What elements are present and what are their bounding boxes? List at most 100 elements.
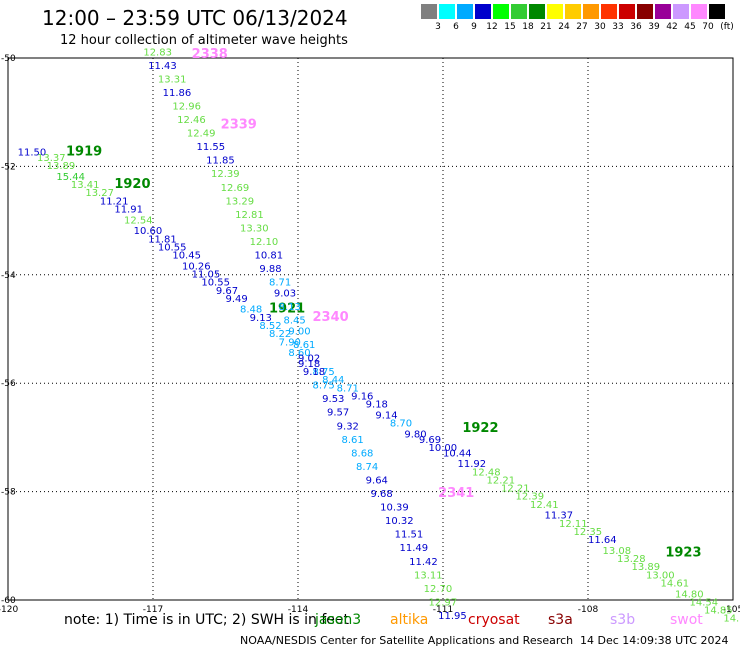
color-swatch-label: 18 bbox=[522, 22, 534, 32]
satellite-legend-item: s3a bbox=[548, 612, 573, 628]
wave-height-value: 10.00 bbox=[429, 443, 458, 454]
wave-height-value: 11.21 bbox=[100, 196, 129, 207]
wave-height-value: 12.39 bbox=[211, 169, 240, 180]
color-swatch bbox=[511, 4, 527, 19]
wave-height-value: 12.41 bbox=[530, 500, 559, 511]
wave-height-value: 14.80 bbox=[675, 589, 704, 600]
wave-height-value: 12.69 bbox=[221, 183, 250, 194]
wave-height-value: 10.55 bbox=[201, 278, 230, 289]
wave-height-value: 9.14 bbox=[375, 410, 397, 421]
wave-height-value: 13.89 bbox=[47, 161, 76, 172]
wave-height-value: 9.88 bbox=[259, 264, 281, 275]
pass-number-label: 1923 bbox=[665, 546, 701, 561]
wave-height-value: 13.08 bbox=[603, 546, 632, 557]
wave-height-value: 11.51 bbox=[395, 530, 424, 541]
y-tick-label: -52 bbox=[1, 162, 16, 172]
wave-height-value: 8.71 bbox=[269, 278, 291, 289]
color-swatch bbox=[655, 4, 671, 19]
color-swatch bbox=[457, 4, 473, 19]
x-tick-label: -117 bbox=[143, 605, 163, 615]
pass-number-label: 1922 bbox=[462, 421, 498, 436]
footer-note: note: 1) Time is in UTC; 2) SWH is in fe… bbox=[64, 612, 350, 628]
footer-timestamp: 14 Dec 14:09:38 UTC 2024 bbox=[580, 634, 729, 647]
wave-height-value: 14.61 bbox=[661, 578, 690, 589]
satellite-legend-item: altika bbox=[390, 612, 429, 628]
wave-height-value: 12.10 bbox=[250, 237, 279, 248]
wave-height-value: 7.90 bbox=[279, 337, 301, 348]
wave-height-value: 9.16 bbox=[351, 391, 373, 402]
x-tick-label: -111 bbox=[433, 605, 453, 615]
color-swatch-label: 27 bbox=[576, 22, 588, 32]
wave-height-value: 13.00 bbox=[646, 570, 675, 581]
y-tick-label: -50 bbox=[1, 54, 16, 64]
color-swatch bbox=[565, 4, 581, 19]
wave-height-value: 10.39 bbox=[380, 503, 409, 514]
wave-height-value: 8.61 bbox=[293, 340, 315, 351]
wave-height-value: 11.64 bbox=[588, 535, 617, 546]
wave-height-value: 14.7 bbox=[723, 614, 740, 625]
color-swatch-label: 3 bbox=[435, 22, 441, 32]
wave-height-value: 12.39 bbox=[516, 492, 545, 503]
wave-height-value: 8.52 bbox=[259, 321, 281, 332]
wave-height-value: 10.45 bbox=[172, 251, 201, 262]
color-scale-unit: (ft) bbox=[720, 22, 734, 32]
color-swatch-label: 21 bbox=[540, 22, 552, 32]
color-swatch-label: 24 bbox=[558, 22, 570, 32]
wave-height-value: 9.32 bbox=[337, 421, 359, 432]
pass-number-label: 1919 bbox=[66, 145, 102, 160]
wave-height-value: 12.11 bbox=[559, 519, 588, 530]
wave-height-value: 8.13 bbox=[279, 302, 301, 313]
x-tick-label: -120 bbox=[0, 605, 18, 615]
wave-height-value: 8.70 bbox=[390, 419, 412, 430]
wave-height-value: 12.97 bbox=[429, 597, 458, 608]
color-swatch bbox=[529, 4, 545, 19]
color-swatch-label: 36 bbox=[630, 22, 642, 32]
chart-title: 12:00 – 23:59 UTC 06/13/2024 bbox=[42, 6, 348, 30]
color-swatch bbox=[619, 4, 635, 19]
wave-height-value: 14.54 bbox=[690, 597, 719, 608]
color-swatch-label: 15 bbox=[504, 22, 516, 32]
pass-number-label: 1921 bbox=[269, 302, 305, 317]
wave-height-value: 10.32 bbox=[385, 516, 414, 527]
wave-height-value: 9.18 bbox=[298, 359, 320, 370]
color-swatch bbox=[691, 4, 707, 19]
wave-height-value: 8.48 bbox=[240, 305, 262, 316]
x-tick-label: -114 bbox=[288, 605, 309, 615]
color-swatch bbox=[673, 4, 689, 19]
wave-height-value: 11.95 bbox=[438, 611, 467, 622]
wave-height-value: 13.31 bbox=[158, 74, 187, 85]
color-swatch-label: 33 bbox=[612, 22, 624, 32]
satellite-legend-item: swot bbox=[670, 612, 703, 628]
wave-height-value: 13.41 bbox=[71, 180, 100, 191]
pass-number-label: 2339 bbox=[221, 117, 257, 132]
color-swatch-label: 39 bbox=[648, 22, 660, 32]
color-swatch-label: 70 bbox=[702, 22, 714, 32]
wave-height-value: 10.26 bbox=[182, 261, 211, 272]
wave-height-value: 11.50 bbox=[18, 148, 47, 159]
wave-height-value: 9.68 bbox=[371, 489, 393, 500]
wave-height-value: 12.83 bbox=[143, 47, 172, 58]
wave-height-value: 11.92 bbox=[458, 459, 487, 470]
wave-height-value: 11.49 bbox=[400, 543, 429, 554]
satellite-legend-item: s3b bbox=[610, 612, 636, 628]
wave-height-value: 13.37 bbox=[37, 153, 66, 164]
color-swatch-label: 30 bbox=[594, 22, 606, 32]
color-swatch bbox=[601, 4, 617, 19]
wave-height-value: 13.11 bbox=[414, 570, 443, 581]
wave-height-value: 12.70 bbox=[424, 584, 453, 595]
x-tick-label: -105 bbox=[723, 605, 740, 615]
y-tick-label: -60 bbox=[1, 596, 16, 606]
wave-height-value: 9.53 bbox=[322, 394, 344, 405]
wave-height-value: 10.44 bbox=[443, 448, 472, 459]
y-tick-label: -54 bbox=[1, 271, 16, 281]
wave-height-value: 10.60 bbox=[134, 226, 163, 237]
wave-height-value: 9.69 bbox=[419, 435, 441, 446]
wave-height-value: 14.85 bbox=[704, 606, 733, 617]
wave-height-value: 12.46 bbox=[177, 115, 206, 126]
wave-height-value: 12.21 bbox=[487, 475, 516, 486]
wave-height-value: 8.75 bbox=[313, 367, 335, 378]
wave-height-value: 12.54 bbox=[124, 215, 153, 226]
color-swatch bbox=[475, 4, 491, 19]
wave-height-value: 9.00 bbox=[288, 326, 310, 337]
